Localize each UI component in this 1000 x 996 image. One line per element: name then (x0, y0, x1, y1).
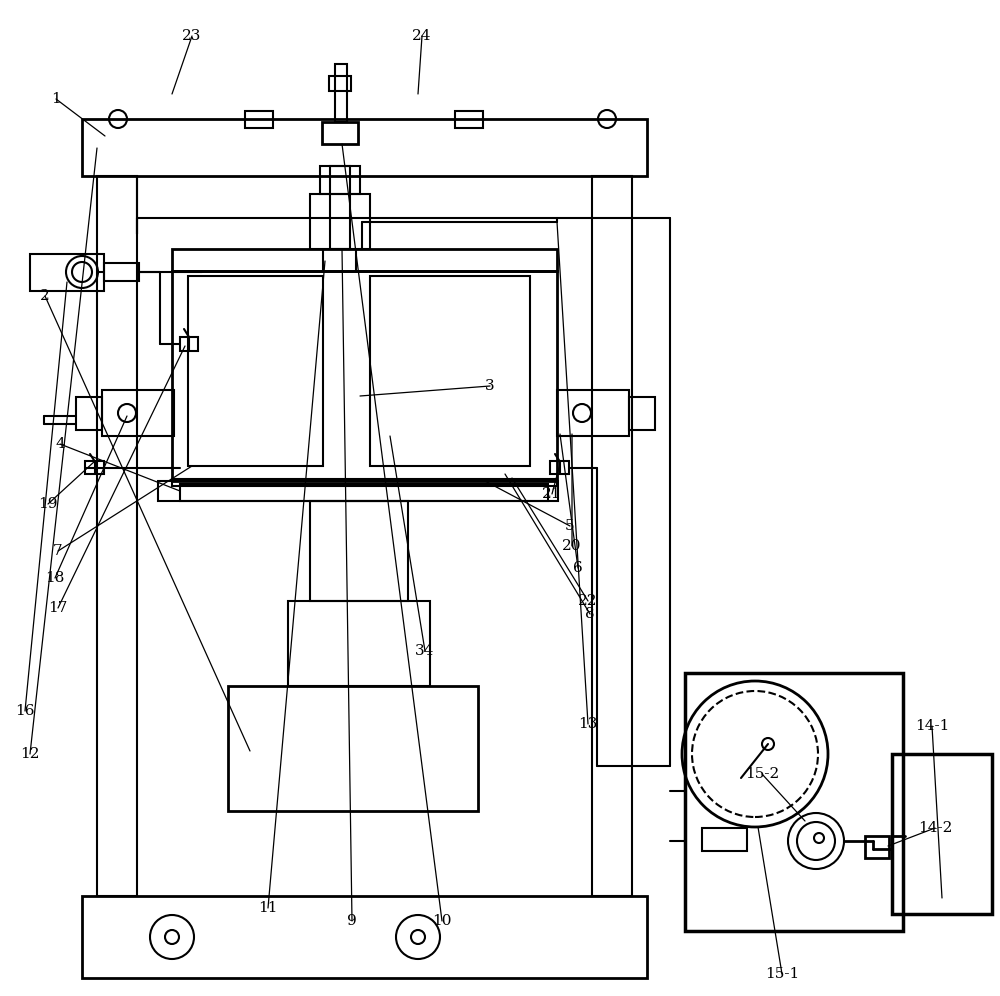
Text: 24: 24 (412, 29, 432, 43)
Bar (629, 397, 655, 430)
Text: 10: 10 (432, 914, 452, 928)
Bar (245, 111, 273, 128)
Bar (702, 828, 747, 851)
Bar (82, 119, 647, 176)
Bar (370, 276, 530, 466)
Text: 3: 3 (485, 379, 495, 393)
Bar (320, 166, 360, 194)
Bar (865, 836, 889, 858)
Bar (180, 484, 548, 501)
Text: 17: 17 (48, 601, 68, 615)
Text: 20: 20 (562, 539, 582, 553)
Bar (892, 754, 992, 914)
Bar (310, 194, 370, 249)
Text: 9: 9 (347, 914, 357, 928)
Bar (172, 479, 557, 486)
Text: 4: 4 (55, 437, 65, 451)
Bar (82, 896, 647, 978)
Bar (557, 390, 629, 436)
Bar (330, 166, 350, 249)
Bar (30, 254, 104, 291)
Text: 1: 1 (51, 92, 61, 106)
Text: 21: 21 (542, 487, 562, 501)
Text: 12: 12 (20, 747, 40, 761)
Text: 34: 34 (415, 644, 435, 658)
Bar (104, 263, 139, 281)
Bar (335, 64, 347, 122)
Bar (158, 481, 558, 501)
Bar (172, 249, 557, 271)
Text: 14-2: 14-2 (918, 821, 952, 835)
Bar (329, 76, 351, 91)
Bar (322, 122, 358, 144)
Bar (592, 176, 632, 896)
Bar (172, 271, 557, 481)
Bar (310, 501, 408, 601)
Bar (102, 390, 174, 436)
Text: 14-1: 14-1 (915, 719, 949, 733)
Text: 23: 23 (182, 29, 202, 43)
Text: 5: 5 (565, 519, 575, 533)
Text: 16: 16 (15, 704, 35, 718)
Text: 7: 7 (53, 544, 63, 558)
Bar (685, 673, 903, 931)
Text: 11: 11 (258, 901, 278, 915)
Text: 8: 8 (585, 607, 595, 621)
Bar (288, 601, 430, 686)
Bar (188, 276, 323, 466)
Bar (97, 176, 137, 896)
Bar (85, 461, 104, 474)
Bar (180, 337, 198, 351)
Text: 15-1: 15-1 (765, 967, 799, 981)
Text: 13: 13 (578, 717, 598, 731)
Bar (550, 461, 569, 474)
Bar (76, 397, 102, 430)
Text: 22: 22 (578, 594, 598, 608)
Text: 2: 2 (40, 289, 50, 303)
Bar (455, 111, 483, 128)
Text: 15-2: 15-2 (745, 767, 779, 781)
Text: 19: 19 (38, 497, 58, 511)
Bar (228, 686, 478, 811)
Text: 18: 18 (45, 571, 65, 585)
Text: 6: 6 (573, 561, 583, 575)
